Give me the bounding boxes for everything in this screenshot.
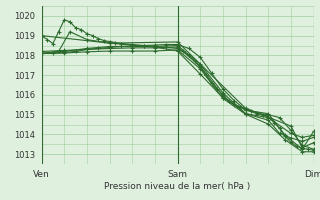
X-axis label: Pression niveau de la mer( hPa ): Pression niveau de la mer( hPa ) <box>104 182 251 191</box>
